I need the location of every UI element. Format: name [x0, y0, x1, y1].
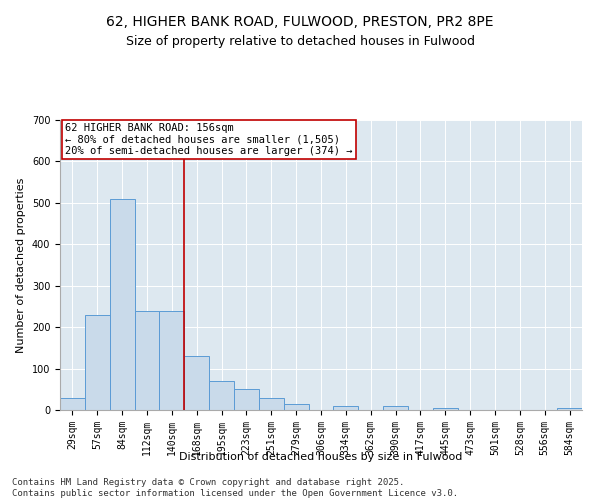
Bar [383, 406, 408, 410]
Text: 62 HIGHER BANK ROAD: 156sqm
← 80% of detached houses are smaller (1,505)
20% of : 62 HIGHER BANK ROAD: 156sqm ← 80% of det… [65, 123, 353, 156]
Bar [234, 390, 259, 410]
Bar [209, 381, 234, 410]
Text: Distribution of detached houses by size in Fulwood: Distribution of detached houses by size … [179, 452, 463, 462]
Bar [184, 356, 209, 410]
Bar [85, 314, 110, 410]
Bar [160, 310, 184, 410]
Bar [60, 398, 85, 410]
Bar [433, 408, 458, 410]
Text: 62, HIGHER BANK ROAD, FULWOOD, PRESTON, PR2 8PE: 62, HIGHER BANK ROAD, FULWOOD, PRESTON, … [106, 15, 494, 29]
Bar [259, 398, 284, 410]
Bar [334, 406, 358, 410]
Bar [134, 310, 160, 410]
Text: Contains HM Land Registry data © Crown copyright and database right 2025.
Contai: Contains HM Land Registry data © Crown c… [12, 478, 458, 498]
Y-axis label: Number of detached properties: Number of detached properties [16, 178, 26, 352]
Bar [110, 198, 134, 410]
Bar [284, 404, 308, 410]
Bar [557, 408, 582, 410]
Text: Size of property relative to detached houses in Fulwood: Size of property relative to detached ho… [125, 35, 475, 48]
